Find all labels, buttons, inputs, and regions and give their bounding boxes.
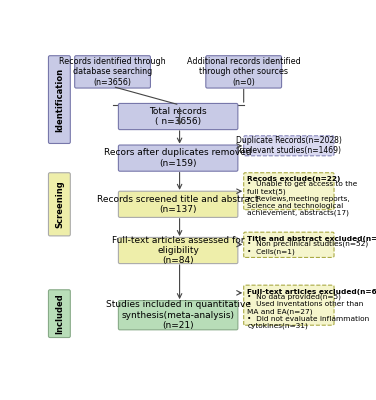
Text: Duplicate Records(n=2028)
Irrelevant studies(n=1469): Duplicate Records(n=2028) Irrelevant stu…: [236, 136, 342, 156]
Text: Studies included in quantitative
synthesis(meta-analysis)
(n=21): Studies included in quantitative synthes…: [106, 300, 251, 330]
FancyBboxPatch shape: [49, 56, 70, 144]
Text: •  Non preclinical studties(n=52)
•  Cells(n=1): • Non preclinical studties(n=52) • Cells…: [247, 241, 368, 255]
FancyBboxPatch shape: [244, 173, 334, 210]
Text: •  No data provided(n=5)
•  Used inventations other than
MA and EA(n=27)
•  Did : • No data provided(n=5) • Used inventati…: [247, 294, 370, 329]
Text: Records identified through
database searching
(n=3656): Records identified through database sear…: [59, 57, 166, 87]
Text: •  Unable to get access to the
full text(5)
•  Reviews,meeting reports,
Science : • Unable to get access to the full text(…: [247, 181, 358, 216]
Text: Additional records identified
through other sources
(n=0): Additional records identified through ot…: [187, 57, 300, 87]
FancyBboxPatch shape: [206, 56, 282, 88]
FancyBboxPatch shape: [244, 136, 334, 156]
Text: Recors after duplicates removed
(n=159): Recors after duplicates removed (n=159): [104, 148, 252, 168]
Text: Identification: Identification: [55, 68, 64, 132]
FancyBboxPatch shape: [244, 285, 334, 325]
Text: Total records
( n=3656): Total records ( n=3656): [149, 107, 207, 126]
FancyBboxPatch shape: [75, 56, 150, 88]
FancyBboxPatch shape: [244, 232, 334, 258]
Text: Recods exclude(n=22): Recods exclude(n=22): [247, 176, 341, 182]
Text: Title and abstract excluded(n=53): Title and abstract excluded(n=53): [247, 236, 376, 242]
Text: Full-text articles excluded(n=63): Full-text articles excluded(n=63): [247, 289, 376, 295]
FancyBboxPatch shape: [118, 300, 238, 330]
Text: Full-text articles assessed for
eligibility
(n=84): Full-text articles assessed for eligibil…: [112, 236, 244, 266]
FancyBboxPatch shape: [49, 173, 70, 236]
Text: Included: Included: [55, 293, 64, 334]
Text: Records screened title and abstract
(n=137): Records screened title and abstract (n=1…: [97, 195, 259, 214]
FancyBboxPatch shape: [49, 290, 70, 338]
FancyBboxPatch shape: [118, 145, 238, 171]
Text: Screening: Screening: [55, 180, 64, 228]
FancyBboxPatch shape: [118, 238, 238, 264]
FancyBboxPatch shape: [118, 191, 238, 218]
FancyBboxPatch shape: [118, 104, 238, 130]
